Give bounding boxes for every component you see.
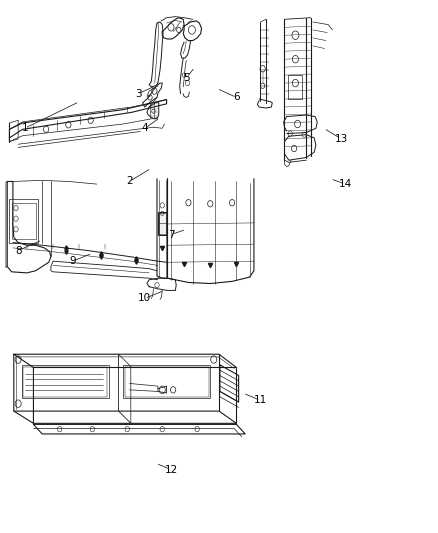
Text: 11: 11: [254, 395, 267, 406]
Text: 4: 4: [141, 123, 148, 133]
Text: 1: 1: [21, 123, 28, 133]
Text: 14: 14: [339, 179, 352, 189]
Text: 9: 9: [69, 256, 76, 266]
Text: 2: 2: [126, 176, 133, 187]
Text: 13: 13: [335, 134, 348, 144]
Bar: [123, 366, 210, 398]
Text: 8: 8: [15, 246, 21, 255]
Text: 6: 6: [233, 92, 240, 102]
Bar: [21, 366, 109, 398]
Text: 3: 3: [135, 88, 141, 99]
Bar: [288, 75, 302, 99]
Bar: [23, 367, 107, 397]
Bar: [125, 367, 208, 397]
Bar: [12, 203, 35, 239]
Text: 10: 10: [138, 293, 152, 303]
Text: 5: 5: [183, 73, 190, 83]
Text: 12: 12: [164, 465, 177, 474]
Bar: [158, 212, 166, 235]
Bar: [159, 213, 166, 233]
Bar: [10, 199, 38, 243]
Text: 7: 7: [168, 230, 174, 240]
